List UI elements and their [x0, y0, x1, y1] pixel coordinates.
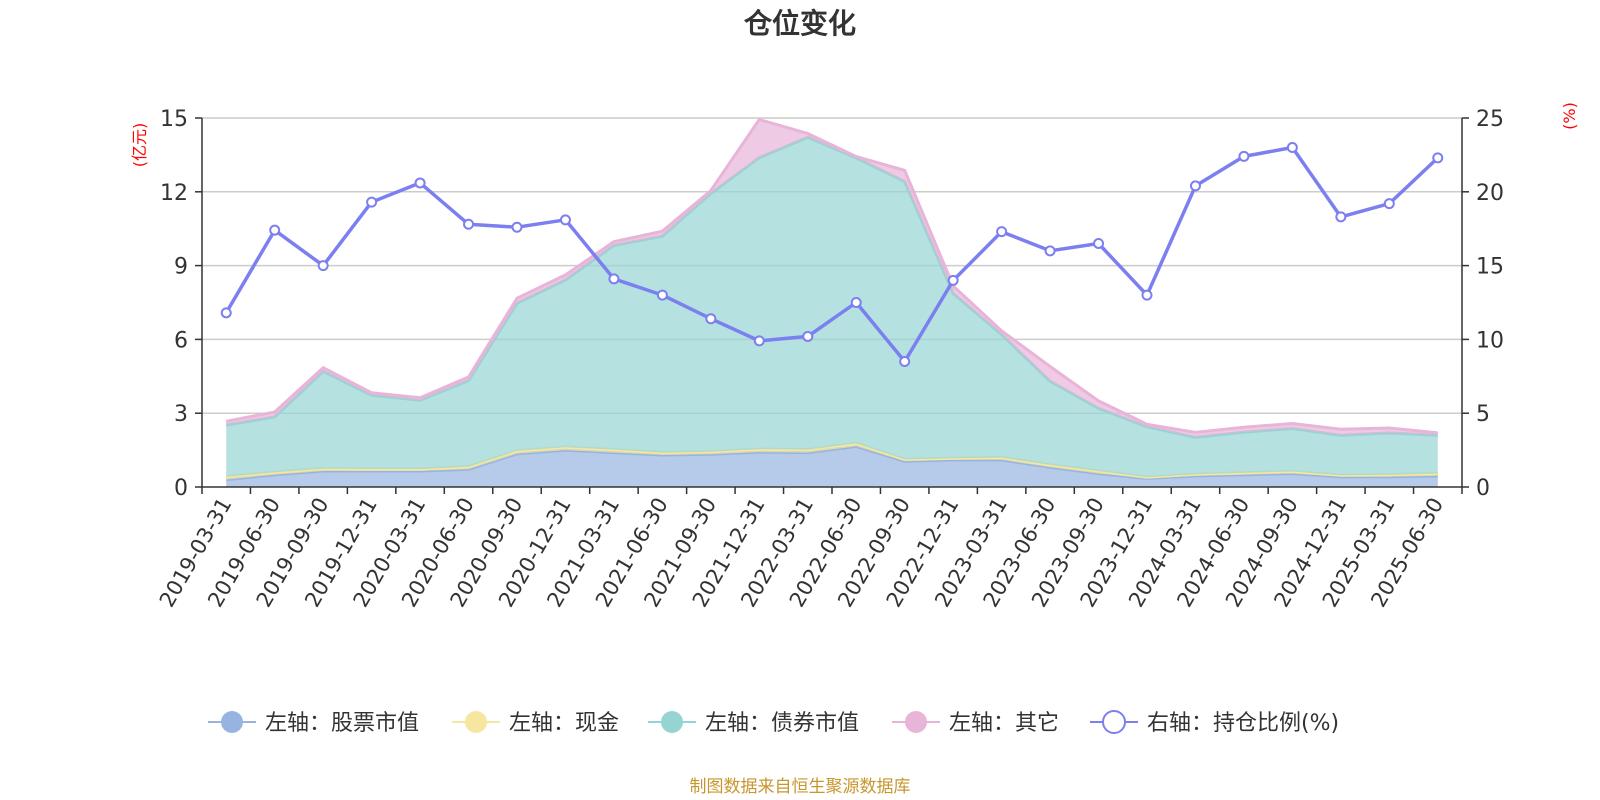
legend-item-3[interactable]: 左轴：其它 — [892, 711, 1059, 736]
right-axis-unit: (%) — [1560, 102, 1579, 130]
data-source-note: 制图数据来自恒生聚源数据库 — [690, 777, 911, 797]
area-series-0 — [226, 446, 1438, 487]
holding-ratio-point — [1141, 289, 1153, 301]
left-axis-tick-label: 15 — [160, 107, 188, 132]
holding-ratio-point — [463, 218, 475, 230]
holding-ratio-point — [947, 274, 959, 286]
legend-item-0[interactable]: 左轴：股票市值 — [208, 711, 419, 736]
right-axis-tick-label: 5 — [1476, 402, 1490, 427]
left-axis-tick-label: 3 — [174, 402, 188, 427]
left-axis-unit: (亿元) — [130, 123, 149, 168]
holding-ratio-point — [899, 356, 911, 368]
holding-ratio-line — [220, 142, 1444, 368]
left-axis-tick-label: 0 — [174, 476, 188, 501]
legend-dot-icon — [905, 711, 927, 733]
holding-ratio-point — [1093, 237, 1105, 249]
holding-ratio-point — [1286, 142, 1298, 154]
holding-ratio-point — [753, 335, 765, 347]
legend-label: 左轴：其它 — [949, 711, 1059, 736]
legend-label: 左轴：现金 — [509, 711, 619, 736]
left-axis-tick-label: 12 — [160, 181, 188, 206]
holding-ratio-point — [414, 177, 426, 189]
holding-ratio-point — [1044, 245, 1056, 257]
holding-ratio-point — [1238, 150, 1250, 162]
holding-ratio-point — [559, 214, 571, 226]
right-axis-tick-label: 0 — [1476, 476, 1490, 501]
holding-ratio-point — [366, 196, 378, 208]
legend-label: 左轴：债券市值 — [705, 711, 859, 736]
holding-ratio-point — [802, 330, 814, 342]
right-axis-tick-label: 25 — [1476, 107, 1504, 132]
legend[interactable]: 左轴：股票市值 左轴：现金 左轴：债券市值 左轴：其它 右轴：持仓比例(%) — [208, 710, 1339, 736]
area-edge-series-3 — [225, 117, 1438, 435]
legend-label: 右轴：持仓比例(%) — [1147, 711, 1339, 736]
chart-title: 仓位变化 — [744, 7, 856, 40]
area-series-2 — [226, 137, 1438, 478]
holding-ratio-point — [220, 307, 232, 319]
left-axis-tick-label: 9 — [174, 255, 188, 280]
legend-item-2[interactable]: 左轴：债券市值 — [648, 711, 859, 736]
legend-label: 左轴：股票市值 — [265, 711, 419, 736]
legend-ring-icon — [1102, 710, 1126, 734]
legend-item-1[interactable]: 左轴：现金 — [452, 711, 619, 736]
holding-ratio-point — [1189, 180, 1201, 192]
holding-ratio-point — [511, 221, 523, 233]
holding-ratio-point — [317, 260, 329, 272]
holding-ratio-point — [996, 226, 1008, 238]
holding-ratio-point — [269, 224, 281, 236]
legend-dot-icon — [465, 711, 487, 733]
holding-ratio-point — [656, 289, 668, 301]
right-axis-tick-label: 10 — [1476, 328, 1504, 353]
holding-ratio-point — [608, 273, 620, 285]
holding-ratio-point — [1383, 198, 1395, 210]
holding-ratio-point — [1432, 152, 1444, 164]
right-axis-tick-label: 20 — [1476, 181, 1504, 206]
legend-dot-icon — [661, 711, 683, 733]
legend-item-4[interactable]: 右轴：持仓比例(%) — [1090, 710, 1339, 736]
holding-ratio-point — [705, 313, 717, 325]
legend-dot-icon — [221, 711, 243, 733]
holding-ratio-point — [850, 297, 862, 308]
right-axis-tick-label: 15 — [1476, 255, 1504, 280]
holding-ratio-path — [224, 145, 1440, 364]
left-axis-tick-label: 6 — [174, 328, 188, 353]
holding-ratio-point — [1335, 211, 1347, 223]
stacked-areas — [225, 117, 1438, 487]
area-series-1 — [226, 443, 1438, 480]
